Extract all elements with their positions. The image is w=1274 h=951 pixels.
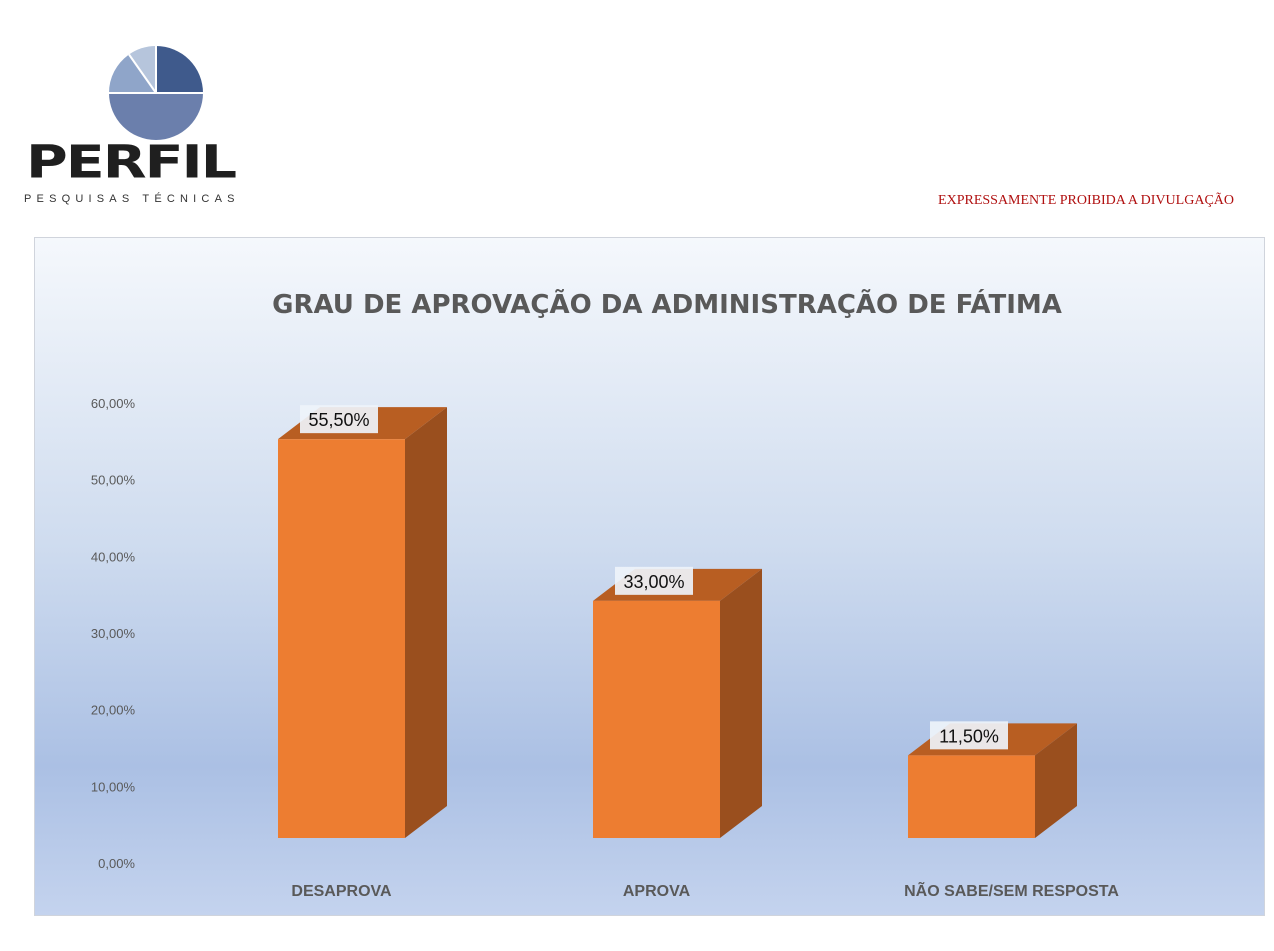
- logo-tagline: PESQUISAS TÉCNICAS: [24, 193, 240, 205]
- y-tick-label: 20,00%: [91, 703, 136, 718]
- bar-side-face: [720, 568, 762, 838]
- logo-pie-slice-large: [109, 93, 203, 140]
- y-tick-label: 40,00%: [91, 549, 136, 564]
- data-label-box: [300, 405, 378, 434]
- logo-wordmark: PERFIL: [26, 136, 237, 189]
- bar-front-face: [278, 439, 405, 838]
- y-tick-label: 60,00%: [91, 396, 136, 411]
- logo-pie-slice-light: [129, 45, 156, 93]
- logo-pie-slice-mid: [108, 54, 156, 93]
- chart-area: GRAU DE APROVAÇÃO DA ADMINISTRAÇÃO DE FÁ…: [34, 237, 1265, 916]
- data-label: 33,00%: [623, 572, 684, 592]
- y-tick-label: 30,00%: [91, 626, 136, 641]
- y-tick-label: 50,00%: [91, 473, 136, 488]
- perfil-logo: [108, 45, 203, 140]
- bar-1: 55,50%: [278, 405, 447, 838]
- bar-front-face: [908, 755, 1035, 838]
- bar-chart: GRAU DE APROVAÇÃO DA ADMINISTRAÇÃO DE FÁ…: [91, 288, 1119, 900]
- logo-pie-slice-dark: [156, 46, 203, 93]
- x-category-label: DESAPROVA: [291, 883, 392, 900]
- bar-side-face: [405, 407, 447, 838]
- bar-3: 11,50%: [908, 721, 1077, 838]
- bar-2: 33,00%: [593, 566, 762, 838]
- chart-title: GRAU DE APROVAÇÃO DA ADMINISTRAÇÃO DE FÁ…: [272, 288, 1062, 320]
- data-label-box: [930, 721, 1008, 750]
- confidentiality-notice: EXPRESSAMENTE PROIBIDA A DIVULGAÇÃO: [938, 193, 1234, 208]
- x-category-label: APROVA: [623, 883, 691, 900]
- data-label: 55,50%: [308, 410, 369, 430]
- bar-front-face: [593, 600, 720, 838]
- data-label-box: [615, 566, 693, 595]
- data-label: 11,50%: [939, 726, 999, 746]
- bar-side-face: [1035, 723, 1077, 838]
- x-category-label: NÃO SABE/SEM RESPOSTA: [904, 880, 1119, 900]
- y-tick-label: 0,00%: [98, 856, 135, 871]
- y-tick-label: 10,00%: [91, 779, 136, 794]
